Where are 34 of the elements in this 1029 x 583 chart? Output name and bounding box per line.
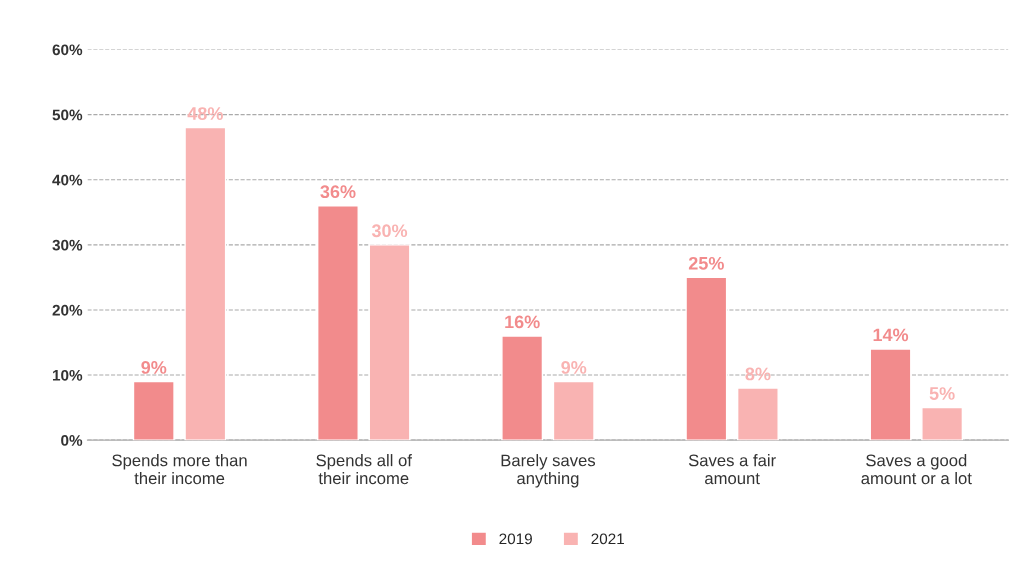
- bar: [501, 335, 544, 441]
- data-label: 9%: [561, 361, 587, 374]
- x-tick-label: Spends all of their income: [316, 454, 412, 485]
- bar: [368, 244, 411, 441]
- bar: [685, 276, 728, 441]
- data-label: 5%: [929, 387, 955, 400]
- bar: [317, 205, 359, 441]
- data-label: 36%: [320, 185, 356, 199]
- x-tick-label: Barely saves anything: [501, 454, 596, 488]
- y-tick-label: 50%: [52, 109, 83, 121]
- x-tick-label: Saves a good amount or a lot: [861, 454, 972, 485]
- bar: [736, 387, 779, 441]
- bar: [869, 348, 912, 441]
- legend-label: 2019: [499, 533, 532, 545]
- y-tick-label: 0%: [61, 435, 83, 446]
- y-tick-label: 60%: [52, 44, 83, 56]
- data-label: 30%: [371, 224, 408, 238]
- bar: [552, 380, 595, 441]
- data-label: 48%: [187, 107, 223, 120]
- legend-label: 2021: [591, 533, 624, 545]
- x-tick-label: Saves a fair amount: [688, 454, 776, 485]
- y-tick-label: 40%: [52, 174, 83, 186]
- y-tick-label: 20%: [52, 304, 83, 316]
- bar: [132, 380, 175, 441]
- data-label: 9%: [141, 361, 167, 374]
- y-tick-label: 10%: [52, 369, 83, 381]
- bar: [184, 126, 227, 441]
- data-label: 25%: [688, 256, 724, 270]
- data-label: 14%: [873, 328, 909, 342]
- data-label: 16%: [505, 315, 540, 329]
- data-label: 8%: [745, 367, 771, 381]
- x-tick-label: Spends more than their income: [112, 454, 247, 485]
- y-tick-label: 30%: [52, 239, 83, 251]
- bar: [921, 406, 964, 441]
